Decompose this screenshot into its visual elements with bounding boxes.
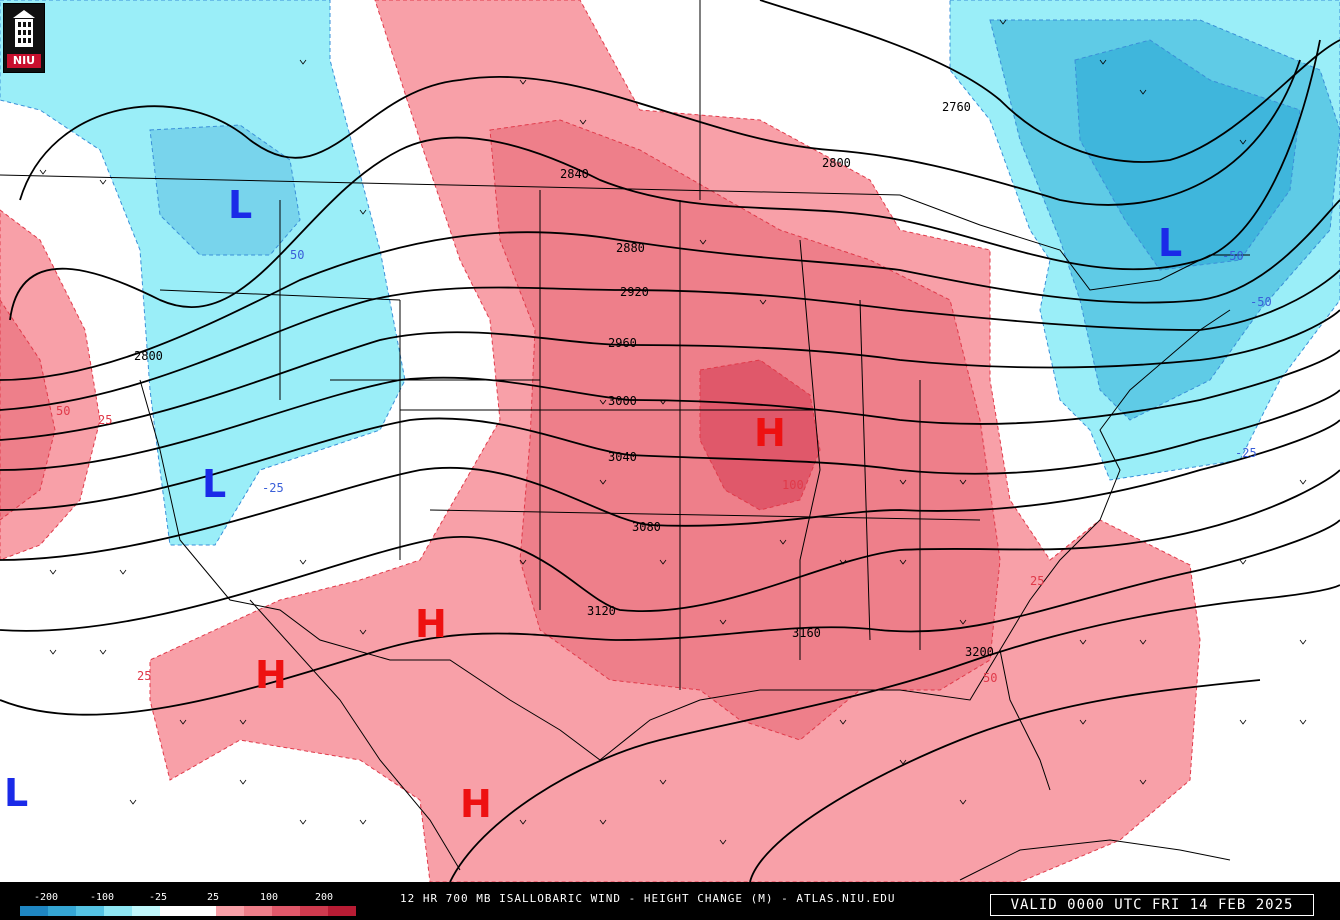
- building-icon: [13, 10, 35, 47]
- logo-text: NIU: [7, 54, 41, 68]
- contour-label: 3000: [608, 394, 637, 408]
- height-fall-core-northeast: [1074, 39, 1301, 271]
- contour-label: 3040: [608, 450, 637, 464]
- isallobar-label: 50: [983, 671, 997, 685]
- valid-time: VALID 0000 UTC FRI 14 FEB 2025: [990, 894, 1314, 916]
- high-center-marker: H: [460, 782, 492, 826]
- isallobar-label: 25: [1030, 574, 1044, 588]
- footer-bar: -200 -100 -25 25 100 200 12 HR 700 MB IS…: [0, 882, 1340, 920]
- contour-label: 2920: [620, 285, 649, 299]
- color-scale-swatch: [160, 906, 188, 916]
- color-scale-swatch: [132, 906, 160, 916]
- scale-label: -100: [89, 892, 115, 903]
- color-scale-swatch: [104, 906, 132, 916]
- scale-label: -200: [33, 892, 59, 903]
- contour-label: 2760: [942, 100, 971, 114]
- contour-label: 2800: [134, 349, 163, 363]
- low-center-marker: L: [4, 771, 28, 815]
- contour-label: 3120: [587, 604, 616, 618]
- color-scale-swatch: [244, 906, 272, 916]
- isallobar-label: 25: [98, 413, 112, 427]
- contour-label: 3200: [965, 645, 994, 659]
- height-contours: [0, 0, 1340, 882]
- pressure-centers: L L L L H H H H: [4, 183, 1182, 826]
- scale-label: 200: [314, 892, 334, 903]
- isallobar-label: 25: [137, 669, 151, 683]
- contour-label: 2880: [616, 241, 645, 255]
- isallobar-label: -25: [1235, 446, 1257, 460]
- color-scale-swatch: [272, 906, 300, 916]
- scale-label: -25: [148, 892, 168, 903]
- weather-map: 2760 2800 2840 2880 2920 2960 3000 3040 …: [0, 0, 1340, 882]
- isallobar-label: 50: [56, 404, 70, 418]
- color-scale-swatch: [20, 906, 48, 916]
- low-center-marker: L: [228, 183, 252, 227]
- color-scale-swatch: [188, 906, 216, 916]
- low-center-marker: L: [202, 462, 226, 506]
- height-fall-region-northwest: [0, 0, 406, 546]
- contour-label: 3080: [632, 520, 661, 534]
- isallobaric-wind-arrows: [39, 19, 1307, 845]
- high-center-marker: H: [754, 411, 786, 455]
- height-contour-labels: 2760 2800 2840 2880 2920 2960 3000 3040 …: [134, 100, 994, 659]
- scale-label: 100: [259, 892, 279, 903]
- contour-label: 2960: [608, 336, 637, 350]
- high-center-marker: H: [415, 602, 447, 646]
- isallobar-label: -25: [262, 481, 284, 495]
- isallobar-label: 50: [290, 248, 304, 262]
- contour-label: 3160: [792, 626, 821, 640]
- color-scale-swatch: [76, 906, 104, 916]
- isallobaric-labels: 50 25 50 -25 -50 -50 -25 100 25 50 25: [56, 248, 1272, 685]
- isallobar-label: -50: [1222, 249, 1244, 263]
- isallobar-label: 100: [782, 478, 804, 492]
- scale-label: 25: [206, 892, 220, 903]
- contour-label: 2840: [560, 167, 589, 181]
- map-title: 12 HR 700 MB ISALLOBARIC WIND - HEIGHT C…: [400, 892, 896, 905]
- niu-logo: NIU: [3, 3, 45, 73]
- low-center-marker: L: [1158, 221, 1182, 265]
- color-scale-swatch: [300, 906, 328, 916]
- color-scale-swatch: [216, 906, 244, 916]
- height-fall-core-northwest: [149, 124, 301, 256]
- isallobar-label: -50: [1250, 295, 1272, 309]
- height-rise-core-west: [0, 299, 56, 521]
- color-scale-swatch: [48, 906, 76, 916]
- height-rise-core-central: [699, 359, 821, 511]
- map-canvas: 2760 2800 2840 2880 2920 2960 3000 3040 …: [0, 0, 1340, 882]
- color-scale-swatch: [328, 906, 356, 916]
- high-center-marker: H: [255, 653, 287, 697]
- contour-label: 2800: [822, 156, 851, 170]
